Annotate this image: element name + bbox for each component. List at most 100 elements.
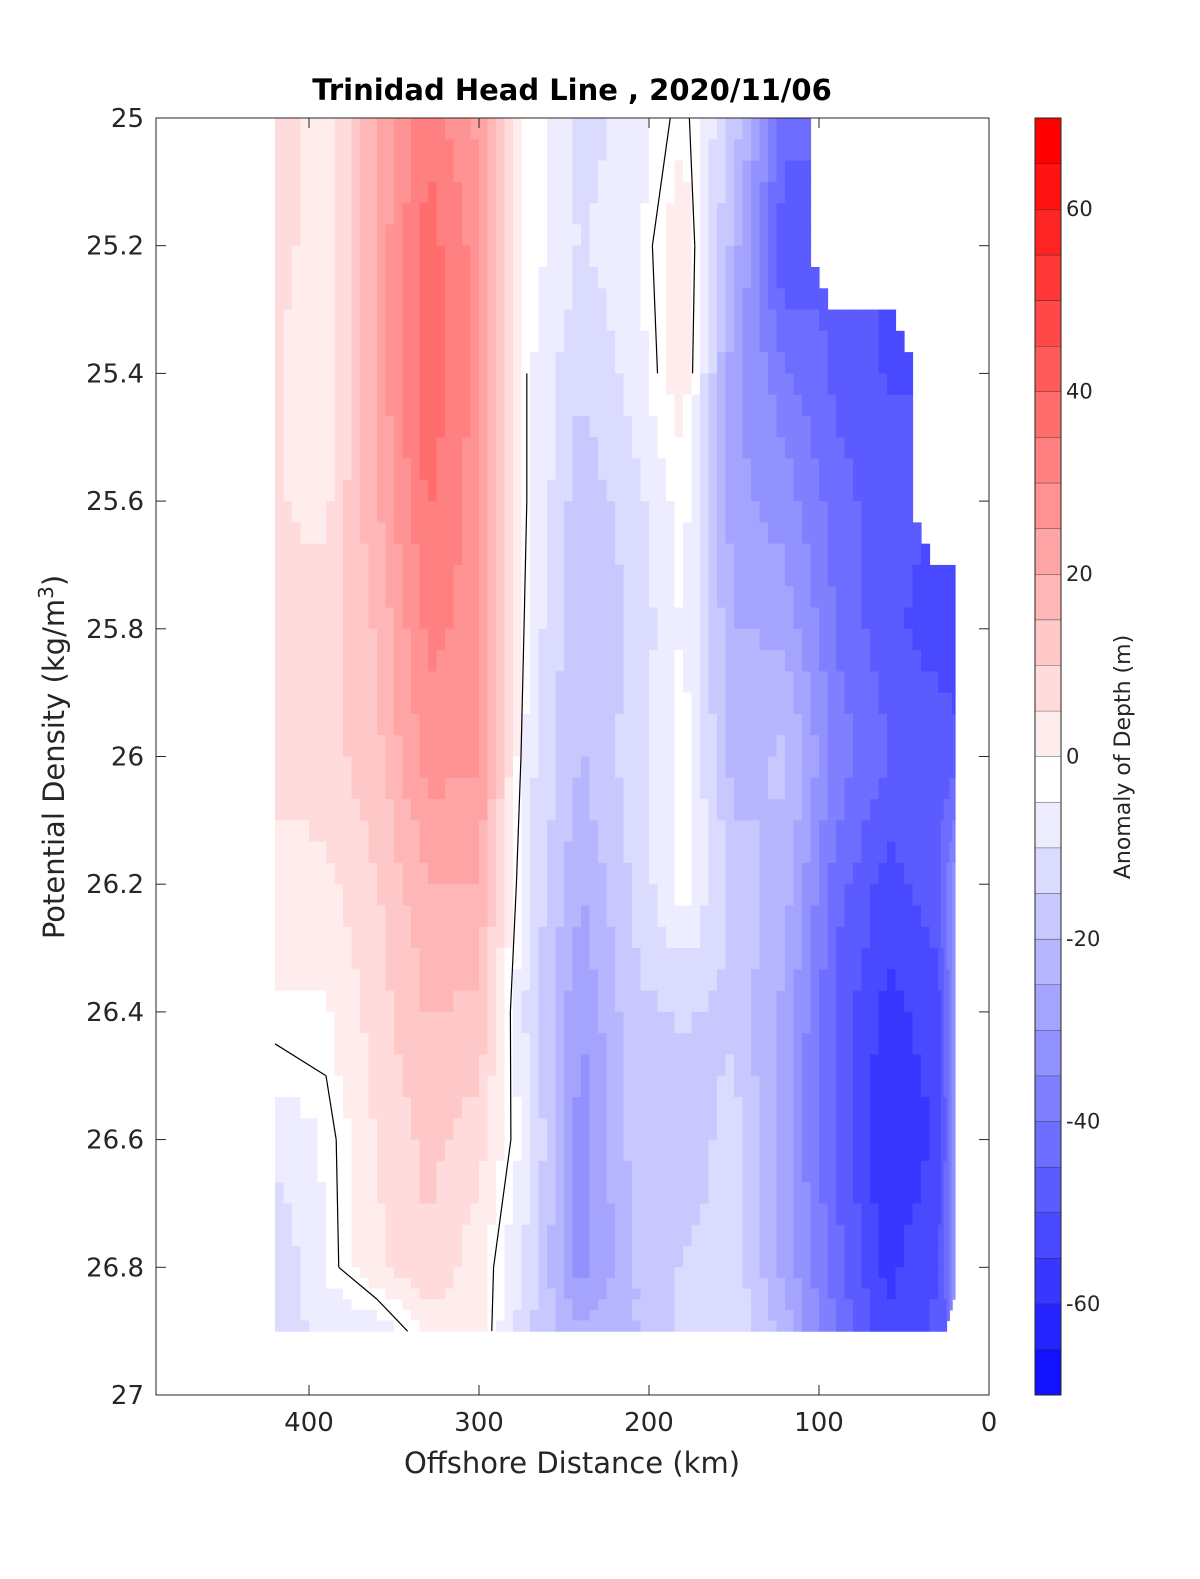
field-cell [895, 1139, 905, 1162]
field-cell [708, 181, 718, 204]
field-cell [657, 1309, 667, 1322]
field-cell [921, 862, 931, 885]
field-cell [793, 1075, 803, 1098]
field-cell [402, 692, 412, 715]
field-cell [504, 1075, 514, 1098]
field-cell [952, 1011, 956, 1034]
field-cell [487, 650, 497, 672]
field-cell [734, 820, 744, 843]
field-cell [547, 352, 557, 374]
field-cell [589, 266, 599, 289]
field-cell [725, 948, 735, 970]
field-cell [776, 160, 786, 183]
field-cell [904, 394, 914, 417]
field-cell [657, 713, 667, 736]
field-cell [317, 373, 327, 396]
field-cell [411, 288, 421, 311]
field-cell [725, 266, 735, 289]
field-cell [802, 1160, 812, 1183]
field-cell [929, 777, 939, 800]
field-cell [598, 905, 608, 928]
field-cell [861, 479, 871, 502]
field-cell [547, 394, 557, 417]
field-cell [589, 118, 599, 140]
field-cell [946, 841, 950, 864]
field-cell [759, 969, 769, 992]
field-cell [700, 1277, 710, 1290]
field-cell [479, 266, 489, 289]
field-cell [844, 799, 854, 821]
colorbar-band [1035, 528, 1061, 575]
field-cell [538, 139, 548, 162]
field-cell [666, 905, 676, 928]
field-cell [717, 777, 727, 800]
field-cell [547, 1203, 557, 1226]
field-cell [564, 245, 574, 268]
field-cell [708, 1246, 718, 1268]
field-cell [717, 245, 727, 268]
field-cell [394, 1160, 404, 1183]
field-cell [513, 415, 523, 438]
field-cell [487, 415, 497, 438]
field-cell [700, 692, 710, 715]
field-cell [419, 777, 429, 800]
field-cell [870, 1075, 880, 1098]
field-cell [598, 1299, 608, 1311]
field-cell [453, 777, 463, 800]
field-cell [496, 1299, 506, 1311]
field-cell [598, 224, 608, 247]
field-cell [708, 160, 718, 183]
field-cell [453, 735, 463, 758]
field-cell [952, 628, 956, 651]
field-cell [768, 1224, 778, 1247]
field-cell [785, 245, 795, 268]
field-cell [445, 1224, 455, 1247]
field-cell [572, 820, 582, 843]
field-cell [810, 394, 820, 417]
field-cell [479, 1299, 489, 1311]
field-cell [436, 266, 446, 289]
field-cell [564, 1011, 574, 1034]
field-cell [521, 330, 531, 353]
field-cell [674, 713, 684, 736]
field-cell [700, 522, 710, 545]
field-cell [878, 1277, 888, 1290]
field-cell [547, 522, 557, 545]
field-cell [921, 735, 931, 758]
field-cell [572, 1011, 582, 1034]
field-cell [751, 501, 761, 523]
field-cell [479, 543, 489, 566]
field-cell [640, 990, 650, 1013]
field-cell [623, 628, 633, 651]
field-cell [952, 713, 956, 736]
field-cell [411, 479, 421, 502]
field-cell [674, 628, 684, 651]
field-cell [385, 415, 395, 438]
field-cell [802, 820, 812, 843]
field-cell [445, 522, 455, 545]
field-cell [649, 501, 659, 523]
field-cell [768, 799, 778, 821]
field-cell [411, 713, 421, 736]
field-cell [776, 330, 786, 353]
field-cell [768, 586, 778, 609]
field-cell [810, 1267, 820, 1279]
field-cell [445, 1246, 455, 1268]
field-cell [530, 1160, 540, 1183]
field-cell [385, 1139, 395, 1162]
field-cell [317, 139, 327, 162]
field-cell [555, 1309, 565, 1322]
field-cell [878, 926, 888, 949]
field-cell [657, 1320, 667, 1332]
field-cell [606, 522, 616, 545]
field-cell [742, 586, 752, 609]
field-cell [700, 586, 710, 609]
field-cell [453, 628, 463, 651]
field-cell [887, 628, 897, 651]
field-cell [496, 607, 506, 630]
field-cell [530, 841, 540, 864]
field-cell [368, 1033, 378, 1056]
field-cell [904, 373, 914, 396]
field-cell [462, 1309, 472, 1322]
field-cell [895, 479, 905, 502]
